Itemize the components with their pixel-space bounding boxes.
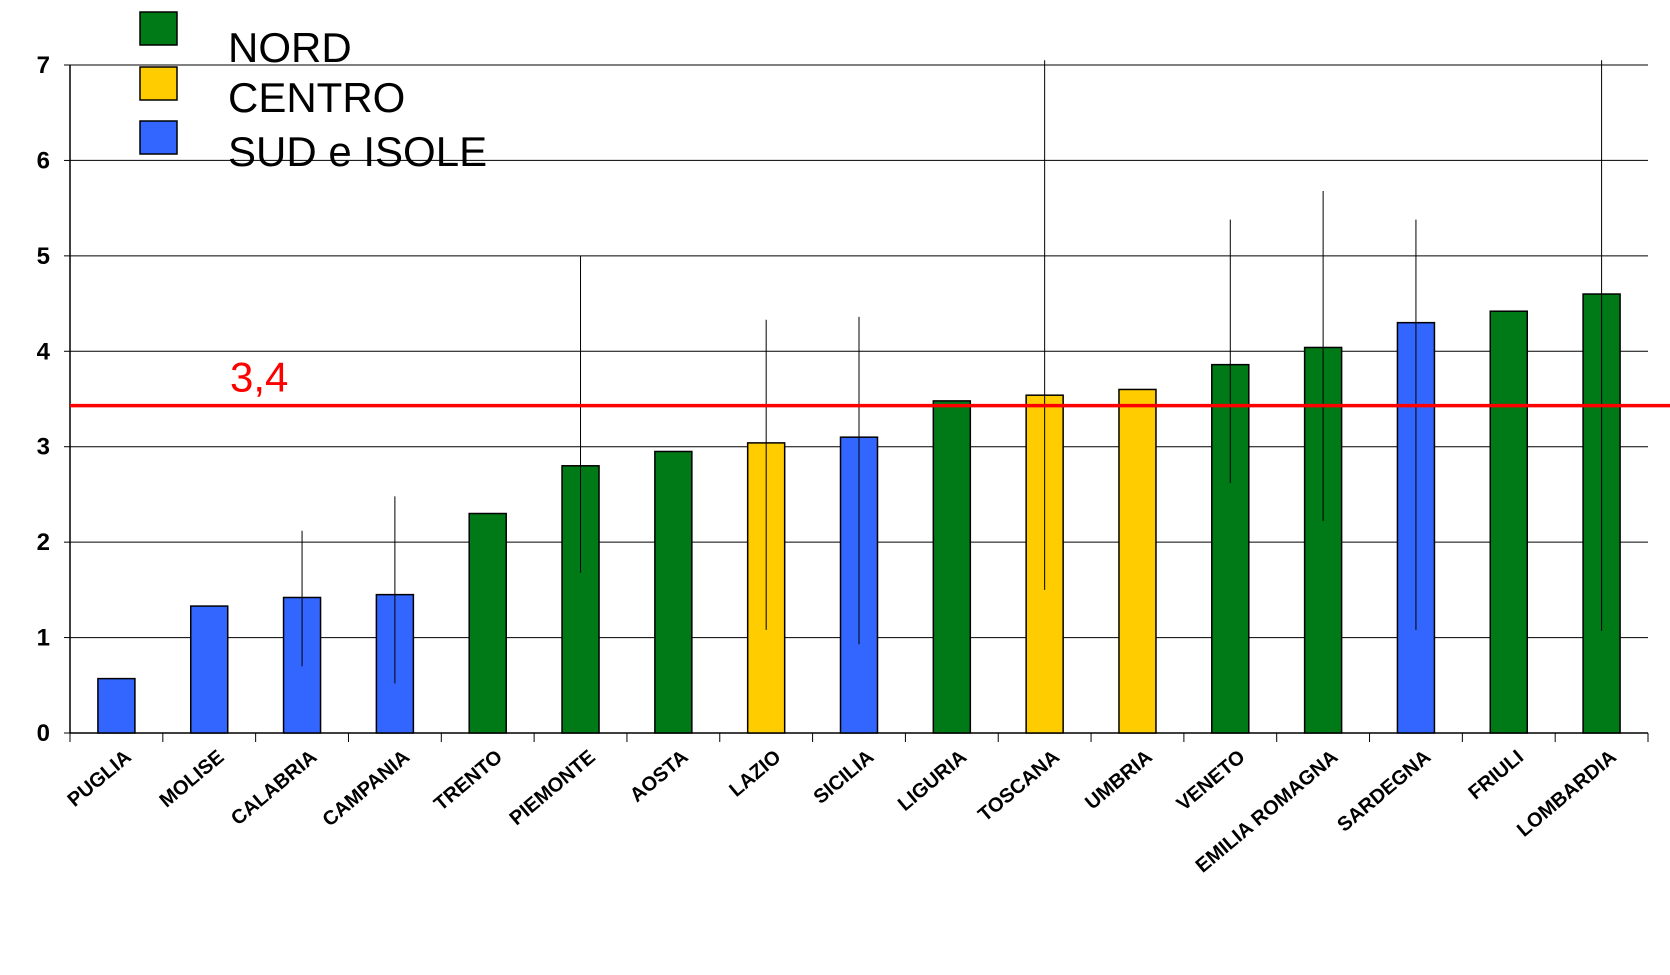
x-tick-label: UMBRIA bbox=[1081, 746, 1156, 814]
y-tick-label: 1 bbox=[37, 625, 50, 652]
x-tick-label: CAMPANIA bbox=[319, 746, 415, 831]
y-tick-label: 7 bbox=[37, 52, 50, 79]
bar bbox=[654, 450, 693, 734]
bar bbox=[97, 677, 136, 734]
x-tick-label: SARDEGNA bbox=[1333, 746, 1435, 836]
x-tick-label: AOSTA bbox=[626, 746, 693, 807]
bar bbox=[932, 400, 972, 734]
bars bbox=[97, 293, 1621, 734]
x-tick-label: CALABRIA bbox=[227, 746, 321, 830]
bar bbox=[189, 605, 229, 734]
x-tick-label: VENETO bbox=[1173, 746, 1250, 815]
reference-line: 3,4 bbox=[70, 354, 1670, 408]
x-tick-label: TOSCANA bbox=[974, 746, 1064, 826]
x-tick-label: PUGLIA bbox=[64, 746, 136, 811]
legend-label: SUD e ISOLE bbox=[228, 128, 487, 175]
y-tick-label: 5 bbox=[37, 243, 50, 270]
x-tick-label: SICILIA bbox=[810, 746, 879, 809]
y-tick-label: 4 bbox=[37, 338, 51, 365]
x-tick-label: PIEMONTE bbox=[506, 746, 600, 830]
error-bars bbox=[301, 60, 1603, 684]
legend-swatch bbox=[139, 66, 178, 101]
x-tick-label: TRENTO bbox=[430, 746, 507, 815]
y-tick-label: 0 bbox=[37, 720, 50, 747]
legend-swatch bbox=[139, 120, 178, 155]
legend-label: NORD bbox=[228, 24, 352, 71]
y-tick-label: 3 bbox=[37, 434, 50, 461]
legend-swatch bbox=[139, 11, 178, 46]
y-tick-label: 2 bbox=[37, 529, 50, 556]
x-tick-label: FRIULI bbox=[1464, 746, 1528, 804]
x-tick-label: MOLISE bbox=[156, 746, 229, 812]
bar bbox=[1489, 310, 1529, 734]
x-tick-label: LAZIO bbox=[725, 746, 785, 801]
x-tick-label: LIGURIA bbox=[894, 746, 971, 816]
reference-line-label: 3,4 bbox=[230, 354, 288, 401]
x-tick-label: LOMBARDIA bbox=[1513, 746, 1621, 841]
bar bbox=[468, 512, 507, 734]
y-tick-label: 6 bbox=[37, 147, 50, 174]
y-axis: 0 1 2 3 4 5 6 7 bbox=[37, 52, 71, 747]
legend-label: CENTRO bbox=[228, 74, 405, 121]
bar bbox=[1118, 388, 1157, 734]
